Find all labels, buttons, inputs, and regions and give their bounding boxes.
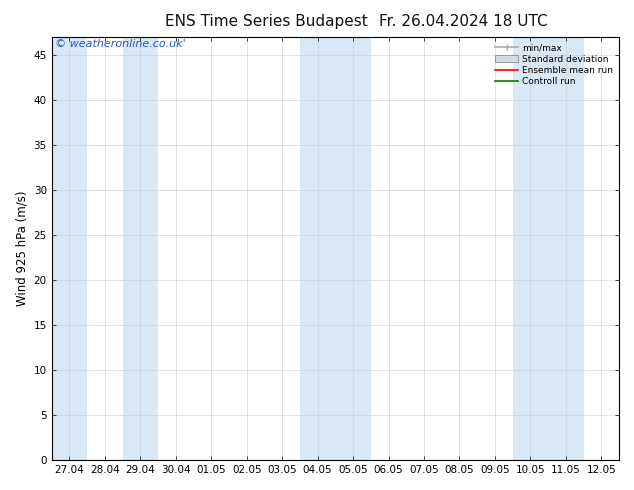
Bar	[335, 37, 371, 460]
Bar	[548, 37, 583, 460]
Text: © weatheronline.co.uk': © weatheronline.co.uk'	[55, 39, 185, 49]
Y-axis label: Wind 925 hPa (m/s): Wind 925 hPa (m/s)	[15, 191, 28, 306]
Bar	[513, 37, 548, 460]
Bar	[51, 37, 87, 460]
Bar	[122, 37, 158, 460]
Text: ENS Time Series Budapest: ENS Time Series Budapest	[165, 14, 368, 29]
Bar	[300, 37, 335, 460]
Text: Fr. 26.04.2024 18 UTC: Fr. 26.04.2024 18 UTC	[378, 14, 547, 29]
Legend: min/max, Standard deviation, Ensemble mean run, Controll run: min/max, Standard deviation, Ensemble me…	[494, 42, 614, 88]
